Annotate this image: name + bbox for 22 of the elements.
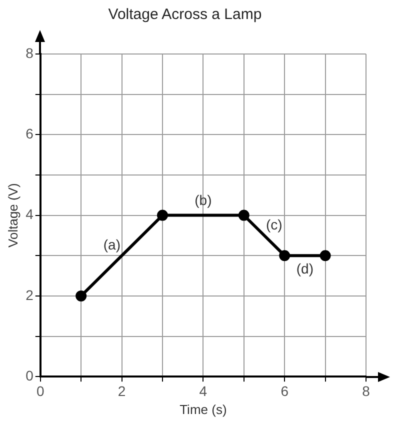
y-axis-title: Voltage (V) (5, 183, 20, 248)
point (320, 250, 331, 262)
x-tick-label: 8 (362, 382, 370, 399)
chart-title: Voltage Across a Lamp (108, 6, 262, 24)
x-tick-label: 0 (36, 382, 44, 399)
annotation: (b) (194, 192, 212, 208)
annotation: (d) (296, 260, 314, 276)
x-tick-label: 4 (199, 382, 208, 399)
annotation: (a) (103, 236, 120, 253)
x-tick-label: 2 (118, 382, 126, 399)
y-tick-label: 4 (26, 206, 34, 222)
point (238, 210, 250, 221)
point (76, 290, 87, 302)
x-axis-title: Time (s) (180, 402, 227, 417)
y-tick-label: 6 (26, 126, 34, 142)
x-tick-label: 6 (280, 382, 289, 399)
annotation: (c) (266, 216, 282, 232)
y-tick-label: 2 (26, 286, 34, 303)
y-tick-label: 0 (26, 367, 34, 384)
point (156, 210, 168, 221)
point (279, 250, 290, 262)
y-tick-label: 8 (26, 44, 34, 61)
